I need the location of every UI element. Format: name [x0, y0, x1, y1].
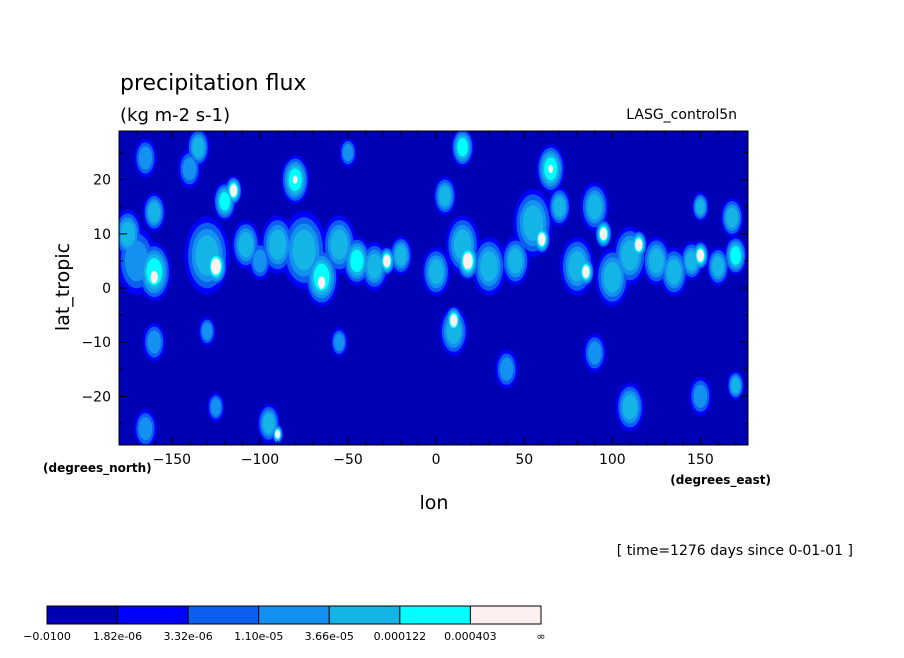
colorbar-swatch: [46, 605, 119, 625]
x-tick-label: −50: [333, 452, 363, 468]
field-blob-32-level-6: [450, 314, 458, 327]
field-blob-36-level-4: [522, 205, 544, 241]
y-tick-label: 20: [93, 173, 111, 189]
field-blob-34-level-4: [480, 251, 498, 282]
field-blob-5-level-3: [138, 146, 153, 170]
field-blob-39-level-6: [548, 164, 554, 174]
field-blob-25-level-3: [334, 333, 345, 351]
field-blob-65-level-4: [731, 377, 741, 394]
x-axis-label: lon: [420, 492, 449, 514]
y-axis-label: lat_tropic: [52, 243, 74, 331]
field-blob-62-level-3: [587, 341, 602, 365]
field-blob-23-level-6: [383, 254, 391, 268]
field-blob-7-level-4: [192, 137, 205, 158]
field-blob-12-level-4: [238, 232, 254, 258]
colorbar-label: 0.000403: [444, 630, 497, 643]
colorbar-label: 1.82e-06: [93, 630, 142, 643]
field-blob-10-level-5: [219, 192, 230, 211]
field-blob-22-level-4: [367, 253, 382, 280]
field-blob-28-level-4: [439, 185, 451, 207]
field-blob-17-level-4: [292, 229, 316, 271]
y-tick-label: −20: [81, 389, 111, 405]
time-label: [ time=1276 days since 0-01-01 ]: [617, 543, 853, 559]
plot-area: [118, 130, 749, 446]
field-layer: [119, 131, 747, 445]
colorbar: −0.0100 1.82e-06 3.32e-06 1.10e-05 3.66e-05 0…: [23, 605, 546, 643]
colorbar-label: −0.0100: [23, 630, 71, 643]
x-tick-label: 50: [515, 452, 533, 468]
field-blob-61-level-3: [499, 357, 514, 381]
field-blob-57-level-3: [202, 322, 213, 341]
field-blob-35-level-4: [508, 248, 523, 274]
colorbar-swatch: [117, 605, 189, 625]
field-blob-50-level-4: [685, 250, 698, 272]
field-blob-31-level-5: [457, 138, 468, 157]
field-blob-54-level-4: [726, 207, 739, 228]
field-blob-4-level-4: [148, 202, 161, 223]
x-units-label: (degrees_east): [670, 473, 771, 488]
field-blob-52-level-4: [712, 256, 724, 277]
colorbar-swatch: [399, 605, 471, 625]
colorbar-label: ∞: [536, 630, 545, 643]
field-blob-47-level-6: [635, 238, 643, 251]
field-blob-11-level-6: [229, 184, 238, 197]
x-tick-label: 0: [432, 452, 441, 468]
chart-subtitle: (kg m-2 s-1): [120, 105, 230, 126]
field-blob-26-level-3: [342, 143, 354, 162]
colorbar-label: 3.66e-05: [305, 630, 354, 643]
field-blob-64-level-3: [693, 384, 708, 408]
field-blob-45-level-4: [603, 261, 622, 293]
field-blob-43-level-4: [587, 194, 603, 220]
field-blob-37-level-6: [538, 233, 546, 246]
field-blob-13-level-3: [253, 249, 267, 273]
dataset-label: LASG_control5n: [626, 107, 737, 123]
field-blob-40-level-4: [553, 196, 566, 217]
field-blob-24-level-4: [395, 245, 407, 266]
y-tick-label: −10: [81, 335, 111, 351]
y-tick-label: 10: [93, 227, 111, 243]
colorbar-swatch: [328, 605, 401, 625]
colorbar-swatch: [187, 605, 260, 625]
y-units-label: (degrees_north): [43, 461, 152, 476]
colorbar-label: 1.10e-05: [234, 630, 283, 643]
x-tick-label: −150: [153, 452, 191, 468]
field-blob-59-level-6: [275, 429, 280, 439]
field-blob-49-level-4: [666, 259, 682, 285]
field-blob-66-level-3: [210, 398, 221, 416]
colorbar-swatch: [469, 605, 542, 625]
colorbar-label: 3.32e-06: [164, 630, 213, 643]
x-tick-label: 150: [687, 452, 714, 468]
x-axis: −150 −100 −50 0 50 100 150: [136, 131, 737, 468]
field-blob-21-level-5: [350, 249, 364, 273]
field-blob-14-level-4: [268, 229, 287, 260]
x-tick-label: −100: [241, 452, 279, 468]
field-blob-58-level-4: [262, 413, 275, 434]
colorbar-label: 0.000122: [374, 630, 427, 643]
field-blob-2-level-6: [150, 270, 158, 284]
colorbar-swatch: [258, 605, 330, 625]
field-blob-27-level-4: [428, 259, 444, 285]
field-blob-60-level-3: [138, 417, 153, 441]
field-blob-19-level-6: [317, 276, 326, 289]
field-blob-53-level-5: [730, 246, 741, 265]
field-blob-48-level-4: [649, 248, 664, 274]
y-tick-label: 0: [102, 281, 111, 297]
field-blob-16-level-6: [292, 175, 298, 184]
field-blob-55-level-4: [696, 199, 705, 215]
field-blob-44-level-6: [599, 227, 608, 241]
field-blob-42-level-6: [582, 265, 590, 279]
field-blob-6-level-3: [182, 157, 197, 181]
x-tick-label: 100: [599, 452, 626, 468]
field-blob-9-level-6: [211, 257, 221, 275]
field-blob-51-level-6: [696, 249, 705, 262]
field-blob-30-level-6: [463, 252, 473, 270]
chart-title: precipitation flux: [120, 71, 306, 96]
field-blob-56-level-3: [147, 330, 162, 354]
y-axis: −20 −10 0 10 20: [81, 152, 748, 424]
field-blob-20-level-4: [330, 229, 349, 260]
field-blob-3-level-4: [120, 221, 136, 247]
field-blob-63-level-4: [622, 394, 638, 420]
